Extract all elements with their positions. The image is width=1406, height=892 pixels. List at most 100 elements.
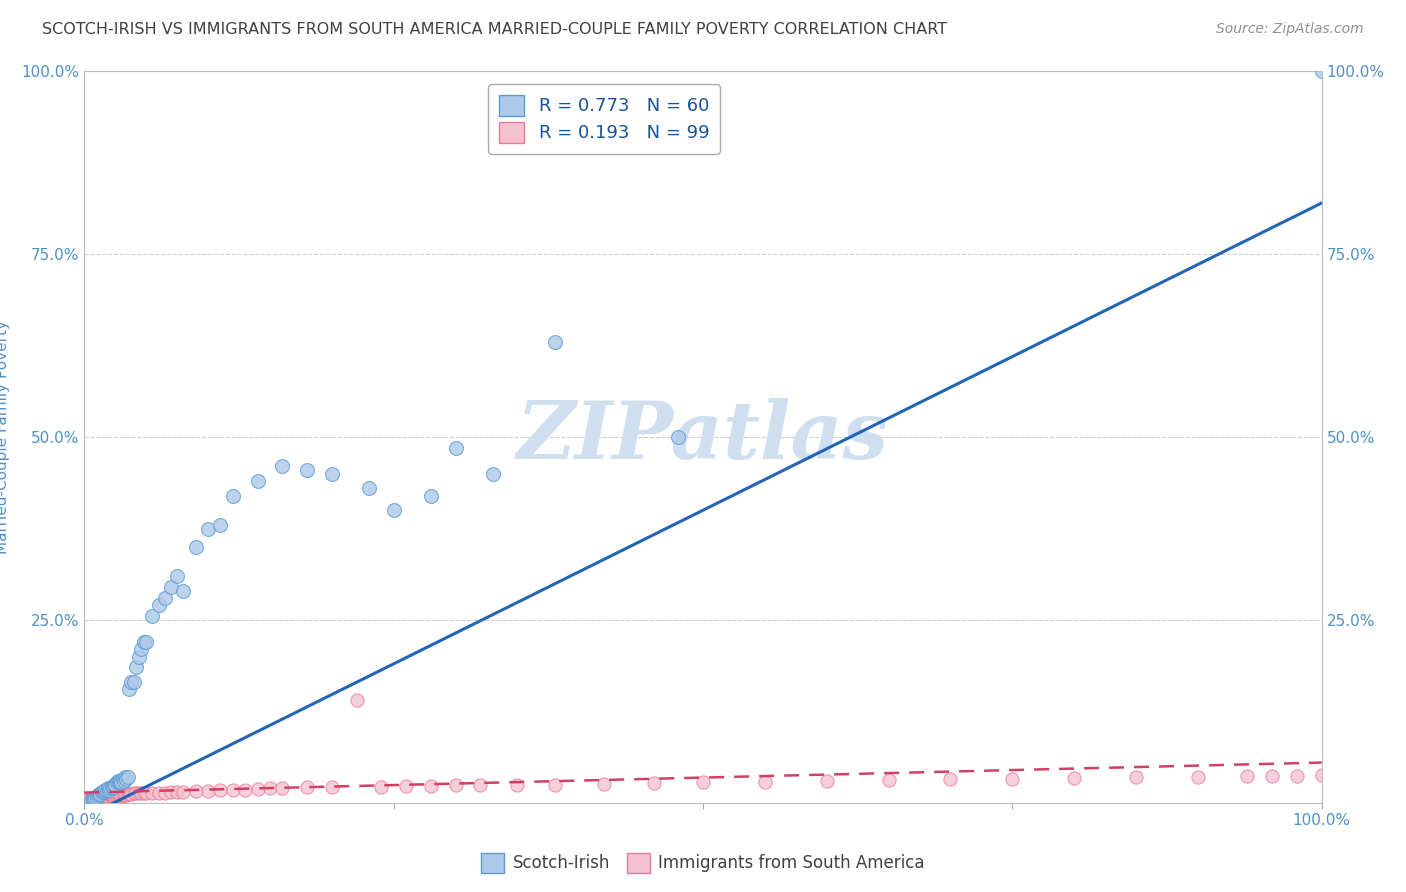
Point (115, 788, 138, 802)
Point (82, 790, 104, 805)
Point (100, 780, 122, 794)
Point (481, 467, 503, 481)
Point (108, 775, 131, 789)
Point (166, 569, 188, 583)
Point (141, 786, 163, 800)
Point (90, 792, 112, 806)
Point (321, 467, 343, 481)
Point (135, 635, 157, 649)
Point (122, 786, 145, 800)
Point (107, 789, 129, 804)
Legend: R = 0.773   N = 60, R = 0.193   N = 99: R = 0.773 N = 60, R = 0.193 N = 99 (488, 84, 720, 153)
Point (98, 790, 121, 805)
Point (543, 777, 565, 792)
Point (1001, 772, 1024, 786)
Point (100, 789, 122, 804)
Point (112, 773, 135, 788)
Point (141, 609, 163, 624)
Point (97, 781, 120, 796)
Point (419, 779, 441, 793)
Point (1236, 769, 1258, 783)
Point (110, 773, 132, 788)
Point (84, 790, 107, 805)
Point (105, 789, 128, 804)
Point (271, 459, 294, 474)
Point (357, 481, 380, 495)
Point (444, 441, 467, 455)
Point (111, 772, 134, 787)
Text: SCOTCH-IRISH VS IMMIGRANTS FROM SOUTH AMERICA MARRIED-COUPLE FAMILY POVERTY CORR: SCOTCH-IRISH VS IMMIGRANTS FROM SOUTH AM… (42, 22, 948, 37)
Point (100, 790, 122, 805)
Point (115, 772, 138, 787)
Point (105, 789, 128, 804)
Point (233, 782, 256, 797)
Point (79, 793, 101, 807)
Point (120, 675, 142, 690)
Point (91, 785, 114, 799)
Point (118, 682, 141, 697)
Point (754, 774, 776, 789)
Point (125, 786, 148, 800)
Point (222, 782, 245, 797)
Point (246, 474, 269, 488)
Point (128, 649, 150, 664)
Point (346, 693, 368, 707)
Point (89, 791, 111, 805)
Point (643, 776, 665, 790)
Point (96, 782, 118, 797)
Point (90, 785, 112, 799)
Text: Source: ZipAtlas.com: Source: ZipAtlas.com (1216, 22, 1364, 37)
Point (125, 660, 148, 674)
Point (117, 770, 139, 784)
Point (79, 794, 101, 808)
Point (939, 772, 962, 787)
Point (104, 789, 127, 804)
Point (129, 642, 152, 657)
Point (103, 777, 125, 792)
Point (129, 786, 152, 800)
Point (110, 789, 132, 803)
Point (111, 789, 134, 803)
Point (1310, 768, 1333, 782)
Point (197, 784, 219, 798)
Point (470, 778, 492, 792)
Point (135, 786, 157, 800)
Point (153, 786, 176, 800)
Point (80, 792, 103, 806)
Point (222, 489, 245, 503)
Point (153, 591, 176, 605)
Legend: Scotch-Irish, Immigrants from South America: Scotch-Irish, Immigrants from South Amer… (474, 847, 932, 880)
Point (128, 786, 150, 800)
Point (98, 791, 121, 805)
Point (91, 790, 114, 805)
Point (86, 791, 108, 805)
Point (83, 790, 105, 805)
Point (184, 784, 207, 798)
Point (1261, 769, 1284, 783)
Point (209, 783, 232, 797)
Point (543, 334, 565, 349)
Point (83, 792, 105, 806)
Point (112, 788, 135, 802)
Point (94, 791, 117, 805)
Point (94, 783, 117, 797)
Point (101, 789, 124, 804)
Point (148, 786, 170, 800)
Point (877, 773, 900, 788)
Point (1125, 770, 1147, 784)
Point (93, 792, 115, 806)
Point (114, 788, 136, 802)
Point (382, 503, 405, 517)
Point (692, 775, 714, 789)
Point (89, 787, 111, 801)
Point (93, 790, 115, 805)
Point (295, 463, 318, 477)
Point (82, 792, 104, 806)
Point (395, 779, 418, 793)
Point (117, 787, 139, 801)
Point (82, 792, 104, 806)
Point (120, 787, 142, 801)
Point (271, 781, 294, 796)
Point (110, 775, 132, 789)
Point (98, 790, 121, 805)
